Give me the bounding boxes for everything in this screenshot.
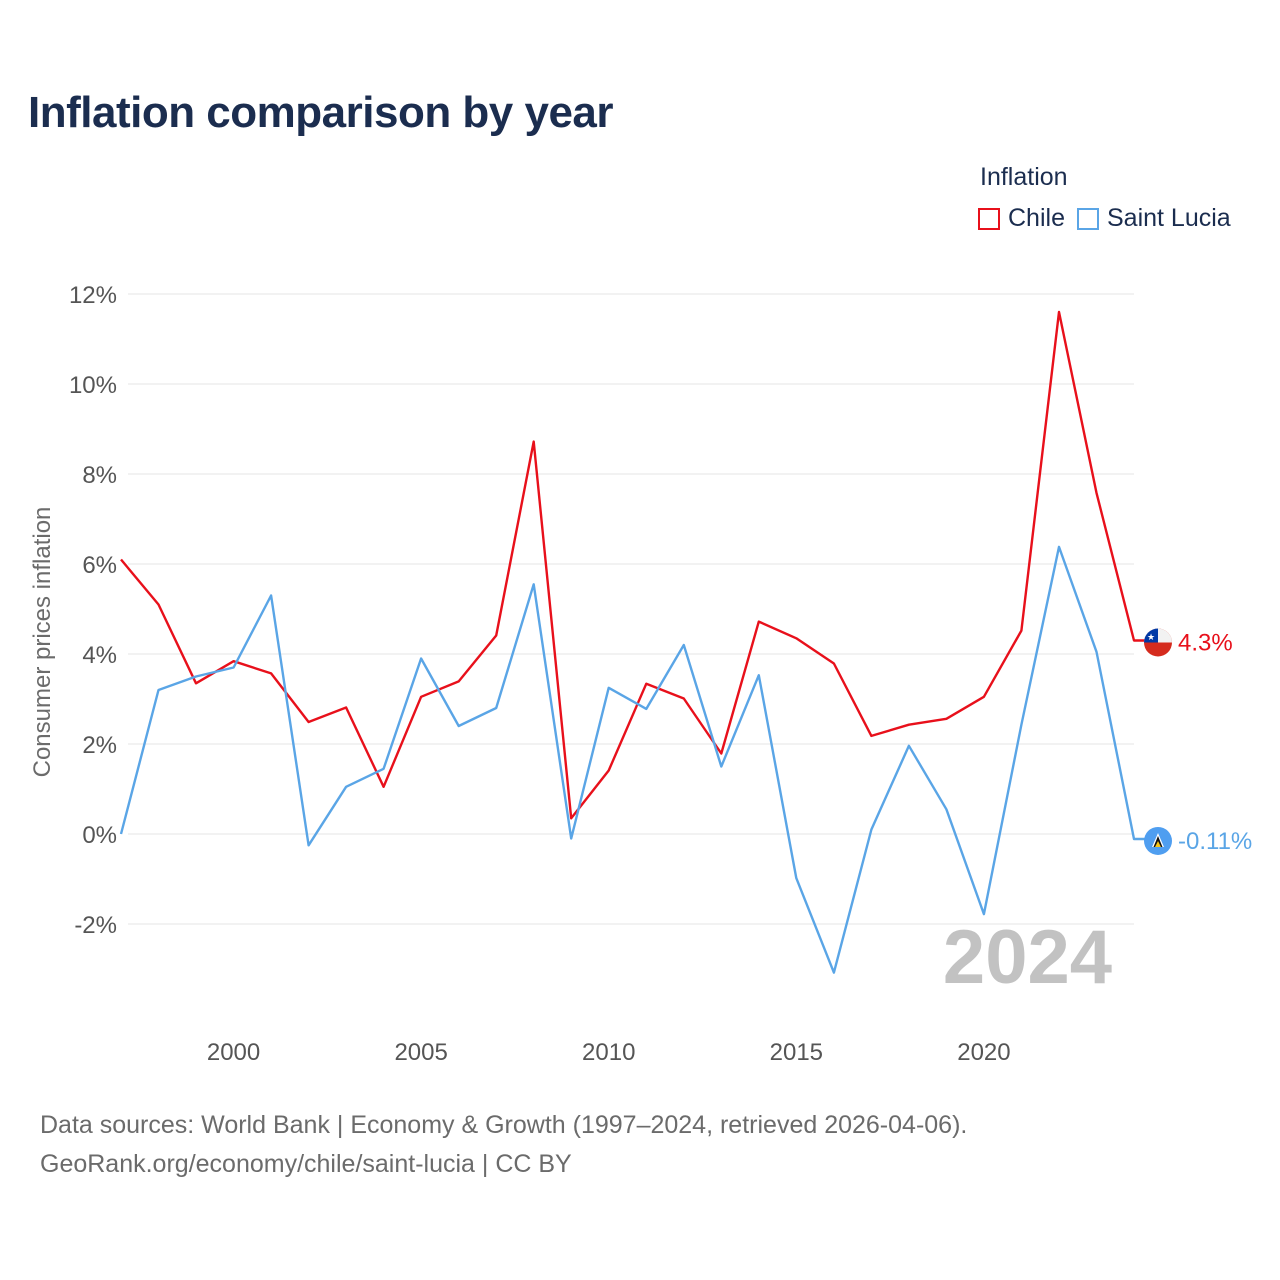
- legend-item-saint-lucia[interactable]: Saint Lucia: [1076, 204, 1231, 233]
- y-axis-label: Consumer prices inflation: [29, 507, 56, 778]
- y-tick-label: 0%: [82, 822, 117, 849]
- legend-label-saint-lucia: Saint Lucia: [1106, 204, 1231, 232]
- y-tick-label: -2%: [74, 912, 117, 939]
- legend: Chile Saint Lucia: [978, 204, 1243, 233]
- y-tick-label: 10%: [69, 372, 117, 399]
- source-note: Data sources: World Bank | Economy & Gro…: [40, 1106, 967, 1184]
- y-tick-label: 4%: [82, 642, 117, 669]
- x-tick-label: 2000: [207, 1039, 260, 1066]
- series-line-chile[interactable]: [120, 310, 1146, 820]
- chile-flag-icon: ★: [1144, 628, 1172, 657]
- legend-swatch-chile: [978, 207, 1000, 230]
- legend-swatch-saint-lucia: [1076, 207, 1099, 230]
- x-tick-label: 2015: [770, 1039, 823, 1066]
- year-watermark: 2024: [943, 915, 1112, 1000]
- x-tick-label: 2010: [582, 1039, 635, 1066]
- chart-title: Inflation comparison by year: [28, 88, 614, 137]
- y-tick-label: 12%: [69, 282, 117, 309]
- saint-lucia-flag-icon: [1144, 826, 1172, 855]
- y-tick-label: 8%: [82, 462, 117, 489]
- source-line-2[interactable]: GeoRank.org/economy/chile/saint-lucia | …: [40, 1150, 572, 1178]
- end-value-label-chile: 4.3%: [1178, 630, 1233, 657]
- legend-title: Inflation: [980, 163, 1068, 191]
- x-tick-label: 2005: [394, 1039, 447, 1066]
- y-tick-label: 6%: [82, 552, 117, 579]
- x-tick-label: 2020: [957, 1039, 1010, 1066]
- legend-item-chile[interactable]: Chile: [978, 204, 1065, 233]
- series-line-saint-lucia[interactable]: [119, 545, 1146, 974]
- legend-label-chile: Chile: [1008, 204, 1065, 232]
- y-tick-label: 2%: [82, 732, 117, 759]
- end-value-label-saint-lucia: -0.11%: [1178, 828, 1252, 855]
- source-line-1: Data sources: World Bank | Economy & Gro…: [40, 1111, 968, 1139]
- svg-text:★: ★: [1147, 633, 1155, 643]
